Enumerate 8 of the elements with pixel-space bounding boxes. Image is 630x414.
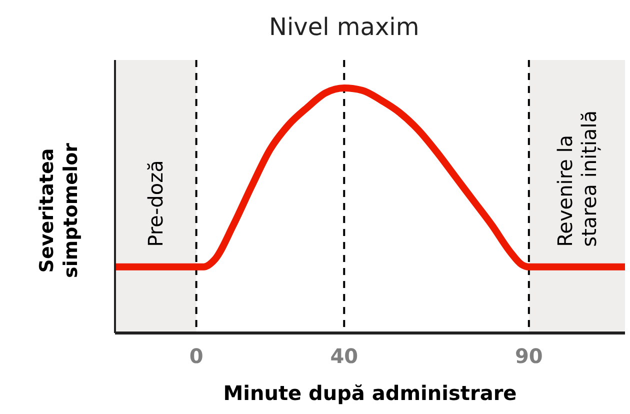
x-tick-label: 0 xyxy=(189,344,204,368)
x-tick-label: 90 xyxy=(514,344,543,368)
band-label: Revenire la starea inițială xyxy=(552,110,601,247)
band-label: Pre-doză xyxy=(144,160,168,247)
y-axis-title: Severitatea simptomelor xyxy=(36,142,82,278)
ref-line-label: Nivel maxim xyxy=(269,13,420,41)
x-tick-label: 40 xyxy=(330,344,358,368)
x-axis-title: Minute după administrare xyxy=(223,381,517,405)
